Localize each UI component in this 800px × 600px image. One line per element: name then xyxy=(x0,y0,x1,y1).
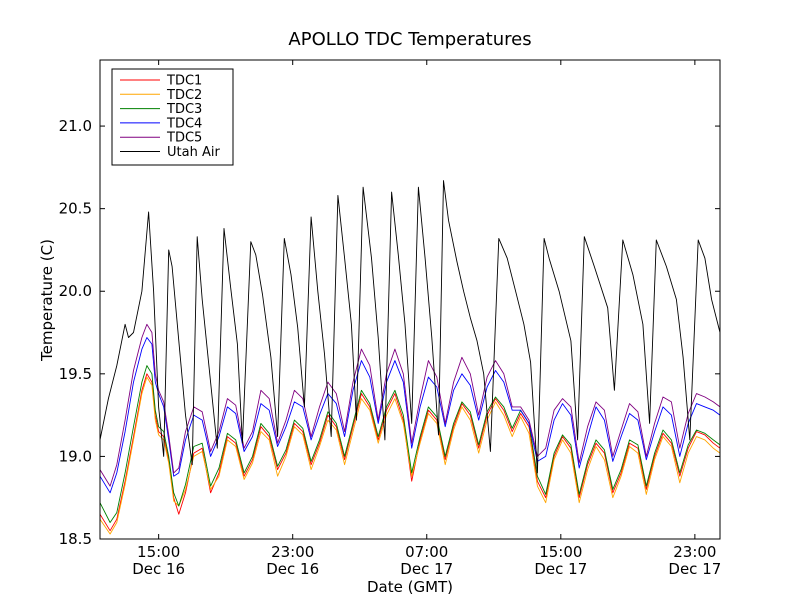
y-axis-ticks: 18.5 19.0 19.5 20.0 20.5 21.0 xyxy=(59,117,720,548)
x-tick-label-date: Dec 17 xyxy=(400,560,453,578)
series-line-tdc4 xyxy=(99,337,721,494)
x-tick-label-time: 23:00 xyxy=(673,543,716,561)
y-axis-label: Temperature (C) xyxy=(38,239,56,362)
x-tick-label-date: Dec 16 xyxy=(266,560,319,578)
legend-label-tdc2: TDC2 xyxy=(166,88,202,103)
y-tick-label: 18.5 xyxy=(59,530,92,548)
x-tick-label-date: Dec 16 xyxy=(132,560,185,578)
series-line-tdc3 xyxy=(99,365,721,523)
y-tick-label: 20.0 xyxy=(59,282,92,300)
y-tick-label: 20.5 xyxy=(59,200,92,218)
x-tick-label-time: 07:00 xyxy=(405,543,448,561)
y-tick-label: 19.0 xyxy=(59,447,92,465)
legend-label-tdc3: TDC3 xyxy=(166,102,202,117)
series-line-tdc1 xyxy=(99,373,721,532)
x-tick-label-time: 15:00 xyxy=(137,543,180,561)
y-tick-label: 21.0 xyxy=(59,117,92,135)
x-tick-label-date: Dec 17 xyxy=(534,560,587,578)
legend-label-tdc4: TDC4 xyxy=(166,116,202,131)
series-layer xyxy=(99,180,721,535)
y-tick-label: 19.5 xyxy=(59,365,92,383)
series-line-tdc5 xyxy=(99,323,721,487)
series-line-utah-air xyxy=(99,180,721,474)
legend-label-utah-air: Utah Air xyxy=(167,145,220,160)
legend-label-tdc1: TDC1 xyxy=(166,74,202,89)
chart-title: APOLLO TDC Temperatures xyxy=(288,29,531,50)
x-axis-label: Date (GMT) xyxy=(367,578,453,596)
plot-frame xyxy=(99,59,721,540)
x-tick-label-time: 15:00 xyxy=(539,543,582,561)
legend-box xyxy=(111,68,234,166)
legend-label-tdc5: TDC5 xyxy=(166,131,202,146)
x-tick-label-time: 23:00 xyxy=(271,543,314,561)
x-tick-label-date: Dec 17 xyxy=(668,560,721,578)
